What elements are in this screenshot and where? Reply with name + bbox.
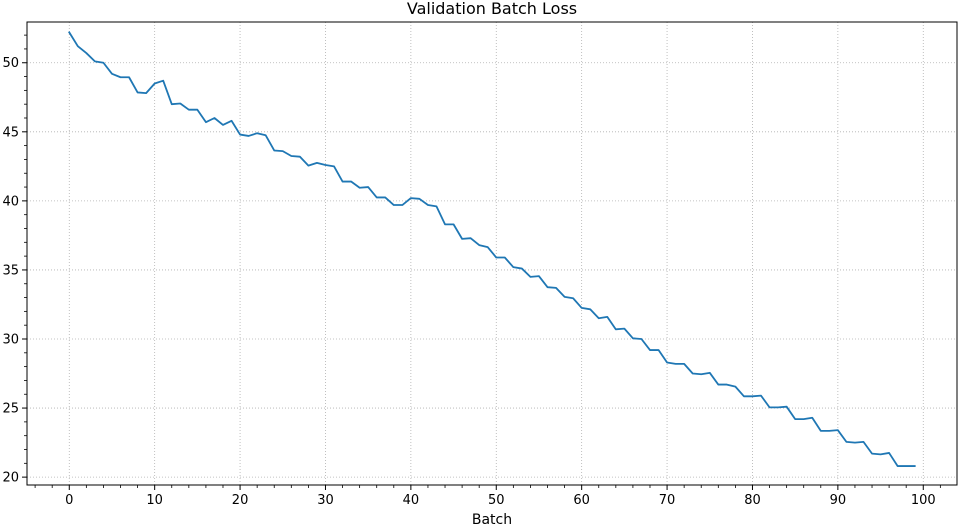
x-tick-label: 50 bbox=[488, 493, 505, 508]
x-tick-label: 10 bbox=[146, 493, 163, 508]
y-tick-label: 20 bbox=[2, 471, 19, 486]
series-line bbox=[68, 31, 916, 467]
series-layer bbox=[68, 31, 916, 467]
x-tick-label: 0 bbox=[65, 493, 73, 508]
y-tick-label: 35 bbox=[2, 263, 19, 278]
x-tick-label: 40 bbox=[403, 493, 420, 508]
x-tick-label: 20 bbox=[232, 493, 249, 508]
plot-frame bbox=[26, 21, 958, 486]
y-tick-label: 30 bbox=[2, 333, 19, 348]
x-tick-label: 80 bbox=[744, 493, 761, 508]
chart-title: Validation Batch Loss bbox=[407, 0, 577, 18]
x-axis-label: Batch bbox=[472, 512, 512, 524]
y-tick-label: 40 bbox=[2, 194, 19, 209]
x-tick-label: 60 bbox=[573, 493, 590, 508]
y-tick-label: 45 bbox=[2, 125, 19, 140]
axis-ticks: 0 10 20 30 40 50 60 70 80 90 100 20 25 30 35 40 45 50 bbox=[2, 34, 941, 508]
x-tick-label: 30 bbox=[317, 493, 334, 508]
x-tick-label: 70 bbox=[659, 493, 676, 508]
x-tick-label: 90 bbox=[830, 493, 847, 508]
x-tick-label: 100 bbox=[911, 493, 936, 508]
y-tick-label: 25 bbox=[2, 402, 19, 417]
grid-lines bbox=[27, 22, 957, 485]
y-tick-label: 50 bbox=[2, 56, 19, 71]
